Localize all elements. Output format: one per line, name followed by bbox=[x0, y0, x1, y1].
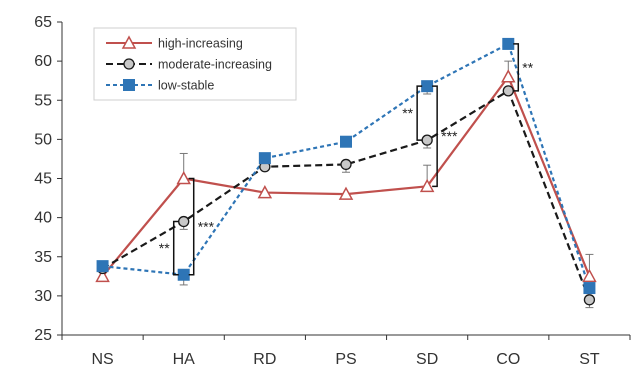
y-tick-label: 35 bbox=[34, 249, 52, 266]
data-point-high-increasing bbox=[176, 170, 191, 185]
data-point-high-increasing bbox=[501, 69, 516, 83]
x-tick-label: NS bbox=[91, 351, 113, 368]
significance-bracket bbox=[416, 85, 423, 141]
significance-bracket bbox=[188, 177, 195, 276]
y-tick-label: 30 bbox=[34, 288, 52, 305]
data-point-high-increasing bbox=[257, 185, 273, 199]
data-point-moderate-increasing bbox=[178, 215, 190, 228]
data-point-moderate-increasing bbox=[421, 134, 433, 146]
x-tick-label: CO bbox=[496, 351, 520, 368]
data-point-high-increasing bbox=[419, 178, 435, 193]
significance-annotations: ************ bbox=[159, 43, 534, 276]
significance-bracket bbox=[172, 220, 179, 276]
data-point-low-stable bbox=[96, 260, 109, 273]
data-point-low-stable bbox=[502, 37, 515, 50]
error-bars bbox=[179, 60, 594, 309]
data-point-moderate-increasing bbox=[340, 158, 352, 171]
y-tick-label: 25 bbox=[34, 327, 52, 344]
legend-label: high-increasing bbox=[158, 37, 243, 51]
significance-label: ** bbox=[522, 59, 533, 75]
data-point-high-increasing bbox=[95, 268, 110, 283]
data-point-low-stable bbox=[258, 152, 271, 165]
significance-label: *** bbox=[441, 128, 458, 144]
y-tick-label: 45 bbox=[34, 171, 52, 188]
x-tick-label: SD bbox=[416, 351, 438, 368]
x-tick-label: ST bbox=[579, 351, 600, 368]
data-point-low-stable bbox=[340, 135, 352, 148]
x-tick-label: HA bbox=[173, 351, 196, 368]
legend: high-increasing moderate-increasing low-st… bbox=[93, 27, 297, 101]
data-point-high-increasing bbox=[582, 268, 597, 283]
significance-label: ** bbox=[159, 240, 170, 256]
significance-bracket bbox=[513, 43, 520, 92]
y-tick-label: 40 bbox=[34, 210, 52, 227]
legend-marker bbox=[123, 79, 135, 91]
y-tick-label: 65 bbox=[34, 14, 52, 31]
significance-label: ** bbox=[402, 105, 413, 121]
data-point-low-stable bbox=[583, 282, 596, 295]
series-markers bbox=[95, 37, 597, 306]
x-axis-ticks: NS HA RD PS SD CO ST bbox=[61, 335, 631, 368]
data-point-moderate-increasing bbox=[502, 85, 514, 97]
significance-bracket bbox=[432, 85, 438, 188]
significance-label: *** bbox=[198, 219, 215, 235]
data-point-low-stable bbox=[421, 80, 434, 93]
data-point-high-increasing bbox=[338, 186, 354, 200]
legend-marker bbox=[121, 35, 137, 49]
data-point-low-stable bbox=[177, 268, 190, 281]
y-tick-label: 55 bbox=[34, 92, 52, 109]
legend-label: moderate-increasing bbox=[158, 58, 272, 72]
y-tick-label: 50 bbox=[34, 131, 52, 148]
legend-label: low-stable bbox=[158, 79, 214, 93]
series-line-high-increasing bbox=[101, 75, 591, 278]
legend-marker bbox=[123, 58, 135, 70]
x-tick-label: RD bbox=[253, 351, 276, 368]
x-tick-label: PS bbox=[335, 351, 356, 368]
y-axis-ticks: 25 30 35 40 45 50 55 60 65 bbox=[34, 14, 62, 344]
y-tick-label: 60 bbox=[34, 53, 52, 70]
data-point-moderate-increasing bbox=[583, 294, 596, 306]
